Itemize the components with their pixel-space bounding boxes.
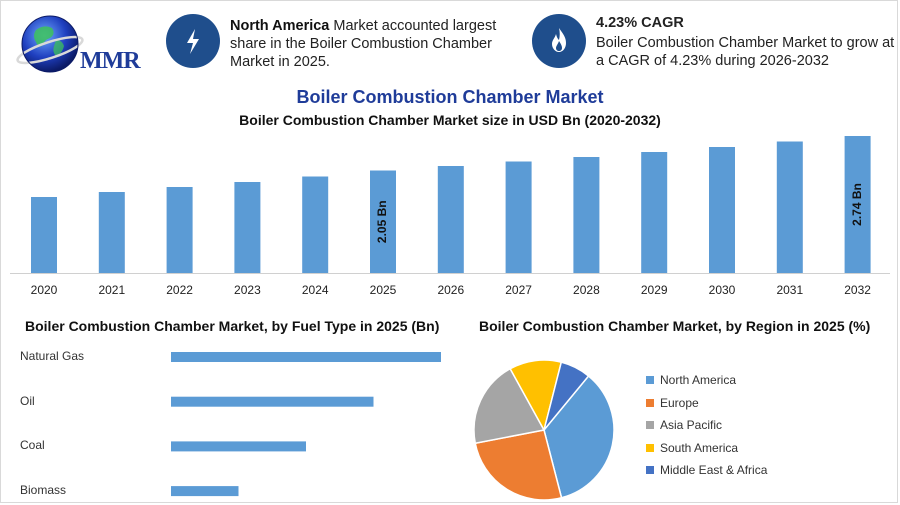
fuel-bar-oil — [171, 396, 374, 407]
info2-bold: 4.23% CAGR — [596, 15, 684, 31]
data-label-2025: 2.05 Bn — [375, 200, 389, 243]
legend-swatch — [646, 421, 654, 430]
pie-slice-north-america — [543, 374, 615, 499]
fuel-label-natural-gas: Natural Gas — [20, 349, 85, 363]
fuel-label-coal: Coal — [20, 438, 45, 453]
bar-2023 — [234, 182, 261, 273]
bar-2021 — [98, 192, 125, 273]
x-tick-2030: 2030 — [709, 283, 736, 297]
x-tick-2027: 2027 — [505, 283, 532, 297]
x-tick-2028: 2028 — [573, 283, 600, 297]
legend-label: North America — [660, 373, 737, 387]
legend-swatch — [646, 466, 654, 475]
info-cagr: 4.23% CAGR Boiler Combustion Chamber Mar… — [596, 14, 896, 70]
bar-2024 — [302, 176, 329, 273]
bar-2030 — [709, 147, 735, 273]
fuel-bar-natural-gas — [171, 352, 441, 362]
lightning-icon — [166, 14, 220, 68]
fuel-bar-biomass — [171, 486, 239, 497]
fuel-type-title: Boiler Combustion Chamber Market, by Fue… — [25, 318, 440, 334]
region-pie-chart — [473, 360, 615, 500]
x-tick-2021: 2021 — [98, 283, 125, 297]
pie-slice-middle-east-africa — [543, 361, 590, 431]
legend-label: Europe — [660, 395, 699, 410]
bar-2029 — [641, 152, 668, 273]
bar-2020 — [31, 197, 57, 273]
bar-2025 — [370, 170, 396, 273]
main-title: Boiler Combustion Chamber Market — [296, 87, 604, 107]
bar-2026 — [437, 166, 464, 273]
globe-icon — [16, 15, 84, 73]
bar-2028 — [573, 157, 600, 273]
legend-swatch — [646, 398, 654, 407]
info-north-america: North America Market accounted largest s… — [230, 17, 510, 71]
bar-2022 — [166, 187, 193, 273]
mmr-logo: MMR — [14, 10, 141, 80]
x-tick-2020: 2020 — [31, 283, 58, 297]
legend-label: Middle East & Africa — [660, 463, 768, 478]
pie-slice-asia-pacific — [473, 367, 546, 445]
bar-2032 — [844, 136, 871, 273]
fuel-type-bar-chart — [171, 352, 441, 497]
data-label-2032: 2.74 Bn — [850, 183, 864, 226]
info1-text: Market accounted largest share in the Bo… — [230, 18, 497, 70]
legend-label: South America — [660, 440, 739, 455]
bar-2027 — [505, 161, 532, 273]
bar-2031 — [776, 141, 803, 273]
info1-bold: North America — [230, 18, 330, 34]
x-tick-2022: 2022 — [166, 283, 193, 297]
x-tick-2023: 2023 — [234, 283, 261, 297]
legend-label: Asia Pacific — [660, 418, 723, 433]
legend-swatch — [646, 443, 654, 452]
flame-icon — [532, 14, 586, 68]
market-size-subtitle: Boiler Combustion Chamber Market size in… — [239, 112, 661, 128]
x-tick-2031: 2031 — [776, 283, 803, 297]
x-tick-2029: 2029 — [641, 283, 668, 297]
x-tick-2026: 2026 — [437, 283, 464, 297]
fuel-label-oil: Oil — [20, 393, 35, 408]
market-size-bar-chart: 2020 2021 2022 2023 2024 2025 2.05 Bn 2026 2027 2… — [10, 136, 890, 297]
x-tick-2024: 2024 — [302, 283, 329, 297]
fuel-bar-coal — [171, 441, 306, 452]
info2-text: Boiler Combustion Chamber Market to grow… — [596, 35, 895, 69]
x-tick-2032: 2032 — [844, 283, 871, 297]
legend-swatch — [646, 376, 654, 384]
region-title: Boiler Combustion Chamber Market, by Reg… — [479, 318, 871, 334]
x-tick-2025: 2025 — [370, 283, 397, 297]
pie-slice-europe — [474, 429, 563, 500]
fuel-label-biomass: Biomass — [20, 483, 67, 498]
logo-text: MMR — [80, 48, 141, 74]
